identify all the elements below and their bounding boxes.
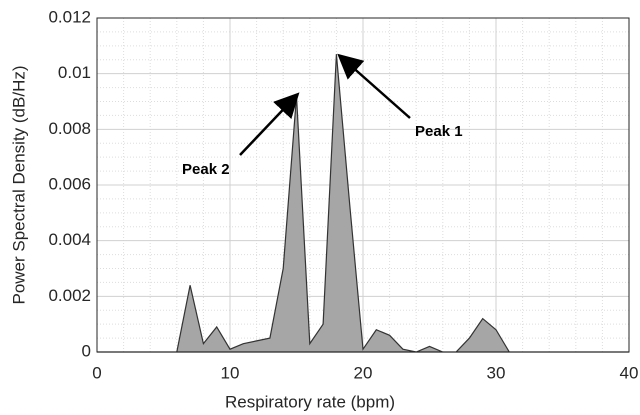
y-tick-label: 0 bbox=[82, 341, 91, 360]
y-tick-label: 0.01 bbox=[58, 63, 91, 82]
plot-frame bbox=[96, 17, 630, 353]
x-tick-label: 20 bbox=[354, 363, 373, 382]
annotation: Peak 1 bbox=[415, 123, 463, 140]
y-axis-label: Power Spectral Density (dB/Hz) bbox=[9, 65, 28, 304]
y-tick-label: 0.004 bbox=[48, 230, 91, 249]
x-tick-label: 40 bbox=[620, 363, 639, 382]
y-tick-label: 0.006 bbox=[48, 174, 91, 193]
x-tick-label: 10 bbox=[221, 363, 240, 382]
x-tick-label: 0 bbox=[92, 363, 101, 382]
y-tick-label: 0.012 bbox=[48, 7, 91, 26]
arrow bbox=[239, 92, 300, 156]
arrow bbox=[337, 53, 411, 119]
annotation: Peak 2 bbox=[182, 161, 230, 178]
x-tick-label: 30 bbox=[487, 363, 506, 382]
y-tick-label: 0.002 bbox=[48, 286, 91, 305]
y-tick-label: 0.008 bbox=[48, 119, 91, 138]
x-axis-label: Respiratory rate (bpm) bbox=[225, 392, 395, 411]
